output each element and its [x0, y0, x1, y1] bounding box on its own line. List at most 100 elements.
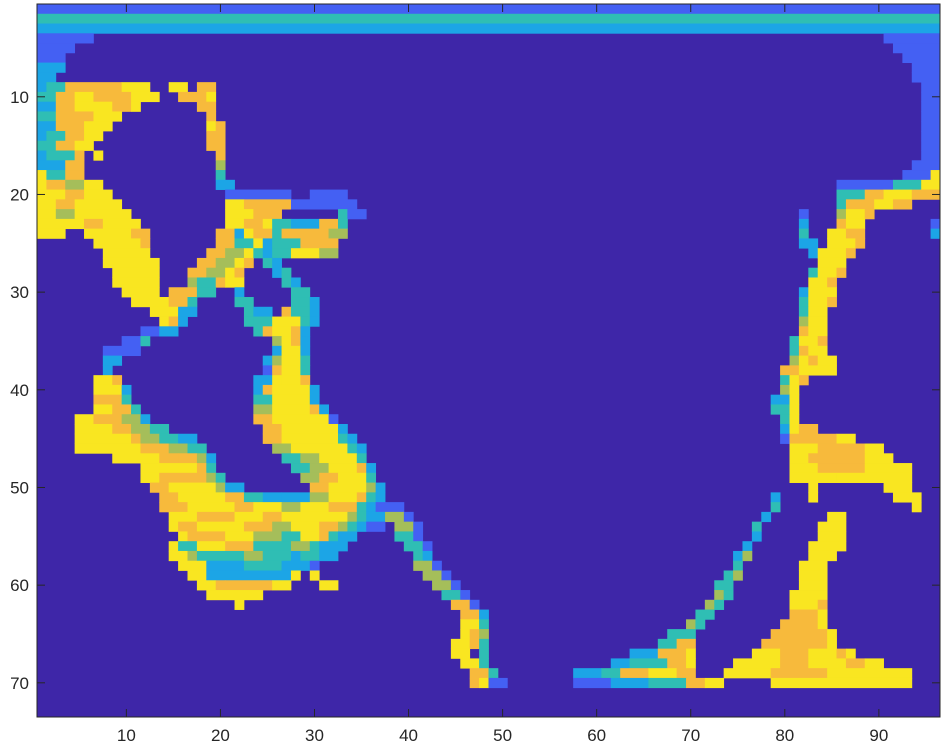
heatmap-cell-row-34-col-83-84 — [808, 326, 828, 337]
heatmap-cell-row-33-col-29-29 — [300, 316, 311, 327]
y-tick-label-20: 20 — [10, 185, 29, 204]
heatmap-cell-row-11-col-95-96 — [921, 101, 941, 112]
heatmap-cell-row-56-col-24-25 — [253, 541, 273, 552]
heatmap-cell-row-34-col-12-13 — [140, 326, 160, 337]
heatmap-cell-row-51-col-16-20 — [178, 492, 226, 503]
heatmap-cell-row-52-col-22-23 — [234, 502, 254, 513]
heatmap-cell-row-35-col-28-28 — [290, 336, 301, 347]
heatmap-cell-row-48-col-32-34 — [328, 463, 358, 474]
heatmap-cell-row-23-col-23-24 — [243, 218, 264, 230]
heatmap-cell-row-32-col-13-15 — [149, 306, 179, 317]
heatmap-cell-row-44-col-80-80 — [780, 423, 790, 435]
heatmap-cell-row-30-col-10-13 — [121, 287, 160, 298]
heatmap-cell-row-47-col-9-11 — [112, 453, 141, 464]
heatmap-cell-row-44-col-33-33 — [338, 423, 348, 435]
heatmap-cell-row-19-col-95-96 — [921, 179, 941, 190]
heatmap-cell-row-58-col-43-43 — [432, 560, 442, 571]
heatmap-cell-row-45-col-5-10 — [74, 433, 132, 444]
heatmap-cell-row-35-col-12-12 — [140, 336, 151, 347]
heatmap-cell-row-67-col-83-85 — [808, 648, 837, 659]
heatmap-cell-row-11-col-3-4 — [55, 101, 76, 112]
heatmap-cell-row-65-col-79-84 — [770, 629, 828, 640]
heatmap-cell-row-48-col-84-88 — [817, 463, 866, 474]
heatmap-cell-row-27-col-23-23 — [243, 257, 254, 269]
heatmap-cell-row-30-col-15-17 — [168, 287, 198, 298]
heatmap-cell-row-54-col-23-25 — [243, 521, 273, 532]
heatmap-cell-row-57-col-31-32 — [319, 550, 339, 562]
heatmap-cell-row-51-col-27-29 — [281, 492, 311, 503]
heatmap-cell-row-21-col-23-27 — [243, 199, 292, 210]
heatmap-cell-row-30-col-82-82 — [798, 287, 809, 298]
heatmap-cell-row-62-col-73-73 — [714, 599, 725, 610]
heatmap-cell-row-25-col-82-83 — [798, 238, 819, 249]
heatmap-cell-row-29-col-17-17 — [187, 277, 198, 288]
heatmap-cell-row-31-col-11-14 — [131, 297, 170, 308]
heatmap-cell-row-9-col-4-9 — [65, 82, 123, 93]
heatmap-cell-row-23-col-33-33 — [338, 218, 348, 230]
heatmap-cell-row-50-col-13-14 — [149, 482, 170, 493]
heatmap-cell-row-11-col-5-8 — [74, 101, 113, 112]
heatmap-cell-row-63-col-71-72 — [695, 609, 715, 620]
y-tick-label-30: 30 — [10, 283, 29, 302]
heatmap-cell-row-56-col-31-33 — [319, 541, 348, 552]
heatmap-cell-row-24-col-87-88 — [845, 228, 866, 239]
heatmap-cell-row-23-col-31-32 — [319, 218, 339, 230]
heatmap-cell-row-30-col-22-22 — [234, 287, 245, 298]
heatmap-cell-row-30-col-18-19 — [196, 287, 217, 298]
heatmap-cell-row-28-col-26-26 — [272, 267, 282, 278]
heatmap-cell-row-58-col-27-29 — [281, 560, 311, 571]
heatmap-cell-row-51-col-32-34 — [328, 492, 358, 503]
heatmap-cell-row-14-col-2-3 — [46, 130, 66, 142]
heatmap-cell-row-36-col-27-28 — [281, 345, 301, 357]
heatmap-cell-row-48-col-14-17 — [159, 463, 198, 474]
heatmap-cell-row-22-col-1-2 — [37, 209, 57, 220]
heatmap-cell-row-53-col-38-39 — [385, 511, 405, 523]
heatmap-cell-row-52-col-14-16 — [159, 502, 188, 513]
heatmap-cell-row-62-col-84-84 — [817, 599, 828, 610]
heatmap-cell-row-29-col-20-20 — [215, 277, 226, 288]
heatmap-cell-row-43-col-80-80 — [780, 414, 790, 425]
heatmap-cell-row-46-col-28-33 — [290, 443, 348, 454]
heatmap-cell-row-43-col-32-32 — [328, 414, 339, 425]
heatmap-cell-row-24-col-32-33 — [328, 228, 348, 239]
heatmap-cell-row-29-col-28-28 — [290, 277, 301, 288]
heatmap-cell-row-60-col-31-32 — [319, 580, 339, 591]
heatmap-cell-row-65-col-47-47 — [469, 629, 480, 640]
heatmap-cell-row-46-col-12-14 — [140, 443, 170, 454]
heatmap-cell-row-45-col-86-87 — [836, 433, 856, 444]
heatmap-cell-row-33-col-26-28 — [272, 316, 301, 327]
heatmap-cell-row-14-col-1-1 — [37, 130, 47, 142]
heatmap-cell-row-55-col-33-34 — [338, 531, 358, 542]
heatmap-cell-row-17-col-94-96 — [911, 160, 941, 171]
heatmap-cell-row-52-col-37-39 — [375, 502, 405, 513]
heatmap-cell-row-26-col-19-20 — [206, 248, 226, 259]
heatmap-cell-row-32-col-30-30 — [309, 306, 320, 317]
heatmap-cell-row-55-col-39-40 — [394, 531, 414, 542]
heatmap-cell-row-26-col-23-23 — [243, 248, 254, 259]
heatmap-cell-row-19-col-20-21 — [215, 179, 235, 190]
heatmap-cell-row-28-col-27-27 — [281, 267, 292, 278]
heatmap-cell-row-62-col-72-72 — [704, 599, 715, 610]
heatmap-cell-row-35-col-84-84 — [817, 336, 828, 347]
heatmap-cell-row-40-col-81-81 — [789, 384, 800, 396]
heatmap-cell-row-65-col-46-46 — [460, 629, 471, 640]
heatmap-cell-row-63-col-81-83 — [789, 609, 819, 620]
heatmap-cell-row-26-col-25-25 — [262, 248, 273, 259]
heatmap-cell-row-58-col-19-22 — [206, 560, 245, 571]
x-axis: 10 20 30 40 50 60 70 80 90 — [117, 4, 888, 745]
heatmap-cell-row-31-col-28-29 — [290, 297, 311, 308]
heatmap-cell-row-47-col-31-34 — [319, 453, 358, 464]
y-tick-label-50: 50 — [10, 478, 29, 497]
heatmap-cell-row-53-col-78-78 — [761, 511, 772, 523]
heatmap-cell-row-22-col-87-88 — [845, 209, 866, 220]
heatmap-cell-row-19-col-4-5 — [65, 179, 85, 190]
heatmap-cell-row-22-col-5-10 — [74, 209, 132, 220]
heatmap-cell-row-54-col-77-77 — [751, 521, 762, 532]
heatmap-cell-row-46-col-34-34 — [347, 443, 358, 454]
heatmap-cell-row-47-col-18-18 — [196, 453, 207, 464]
heatmap-cell-row-26-col-21-22 — [225, 248, 245, 259]
heatmap-cell-row-24-col-24-25 — [253, 228, 273, 239]
heatmap-cell-row-57-col-28-28 — [290, 550, 301, 562]
heatmap-cell-row-67-col-77-79 — [751, 648, 781, 659]
